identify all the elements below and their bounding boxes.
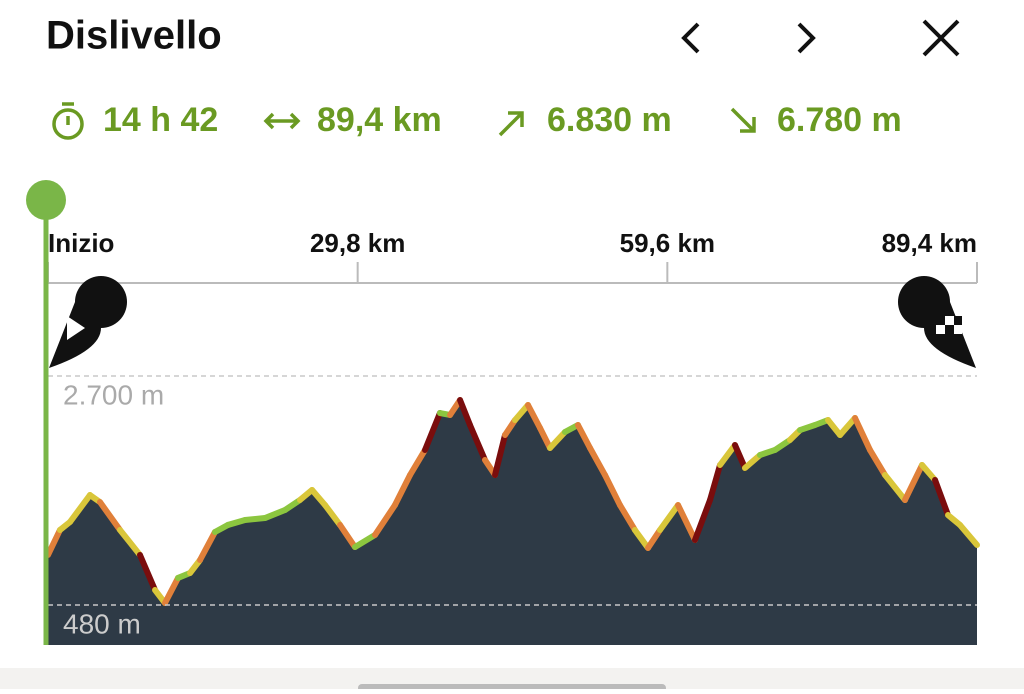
slope-segment bbox=[691, 496, 714, 543]
next-button[interactable] bbox=[797, 22, 816, 54]
slope-segment bbox=[242, 515, 268, 523]
finish-checks bbox=[936, 316, 962, 334]
y-tick-label: 2.700 m bbox=[63, 379, 164, 410]
slope-segment bbox=[852, 414, 873, 453]
slope-segment bbox=[492, 431, 509, 479]
slope-segment bbox=[537, 424, 554, 451]
close-button[interactable] bbox=[922, 19, 960, 57]
distance-icon bbox=[263, 112, 301, 130]
x-tick-label: 89,4 km bbox=[882, 228, 977, 258]
slope-segment bbox=[322, 502, 344, 528]
slope-segment bbox=[932, 476, 952, 519]
slope-segment bbox=[457, 397, 473, 428]
slope-segment bbox=[837, 414, 859, 438]
y-tick-label: 480 m bbox=[63, 608, 141, 639]
cursor-handle[interactable] bbox=[26, 180, 66, 220]
next-icon bbox=[797, 22, 816, 54]
x-tick-label: 59,6 km bbox=[620, 228, 715, 258]
slope-segment bbox=[717, 442, 738, 469]
slope-segment bbox=[866, 446, 889, 479]
slope-segment bbox=[67, 492, 93, 525]
prev-icon bbox=[681, 22, 700, 54]
slope-segment bbox=[656, 502, 682, 533]
ascent-icon bbox=[498, 111, 524, 137]
stopwatch-icon bbox=[52, 108, 84, 140]
home-indicator bbox=[358, 684, 666, 692]
x-tick-label: Inizio bbox=[48, 228, 114, 258]
slope-segment bbox=[511, 401, 531, 424]
slope-segment bbox=[407, 446, 429, 479]
slope-segment bbox=[587, 444, 608, 479]
slope-segment bbox=[422, 410, 443, 453]
slope-segment bbox=[197, 528, 218, 564]
slope-segment bbox=[731, 442, 748, 472]
chart: Inizio 29,8 km 59,6 km 89,4 km 2.700 m 480 m bbox=[45, 228, 980, 645]
x-tick-label: 29,8 km bbox=[310, 228, 405, 258]
start-pin bbox=[49, 276, 127, 368]
slope-segment bbox=[547, 429, 568, 451]
stat-duration: 14 h 42 bbox=[103, 101, 218, 139]
slope-segment bbox=[337, 521, 358, 551]
title: Dislivello bbox=[46, 14, 222, 58]
slope-segment bbox=[466, 421, 488, 463]
slope-segment bbox=[574, 421, 594, 451]
slope-segment bbox=[741, 452, 764, 472]
stat-distance: 89,4 km bbox=[317, 101, 442, 139]
stat-icons bbox=[52, 102, 756, 140]
elevation-area bbox=[48, 400, 977, 645]
slope-segment bbox=[901, 462, 926, 503]
finish-pin bbox=[898, 276, 976, 368]
slope-segment bbox=[919, 462, 939, 483]
slope-segment bbox=[524, 401, 544, 431]
start-play-icon bbox=[67, 316, 85, 340]
slope-segment bbox=[645, 526, 663, 551]
stat-descent: 6.780 m bbox=[777, 101, 902, 139]
close-icon bbox=[922, 19, 960, 57]
slope-segment bbox=[162, 574, 181, 607]
slope-segment bbox=[824, 417, 844, 438]
descent-icon bbox=[730, 107, 756, 133]
start-pin-shape bbox=[49, 276, 127, 368]
slope-segment bbox=[631, 526, 652, 551]
slope-segment bbox=[372, 502, 398, 538]
slope-segment bbox=[707, 462, 724, 503]
slope-segment bbox=[96, 499, 124, 533]
slope-segment bbox=[351, 531, 379, 551]
stopwatch-hands bbox=[62, 102, 74, 125]
stat-ascent: 6.830 m bbox=[547, 101, 672, 139]
slope-segment bbox=[675, 502, 698, 543]
slope-segment bbox=[45, 526, 63, 558]
slope-segment bbox=[261, 506, 289, 522]
slope-segment bbox=[391, 472, 414, 509]
slope-segment bbox=[309, 486, 329, 509]
slope-segment bbox=[136, 551, 159, 594]
slope-segment bbox=[616, 502, 638, 533]
slope-segment bbox=[117, 526, 143, 558]
prev-button[interactable] bbox=[681, 22, 700, 54]
slope-segment bbox=[882, 472, 908, 503]
bottom-bar bbox=[0, 668, 1024, 689]
slope-segment bbox=[956, 521, 980, 548]
slope-segment bbox=[601, 472, 623, 509]
